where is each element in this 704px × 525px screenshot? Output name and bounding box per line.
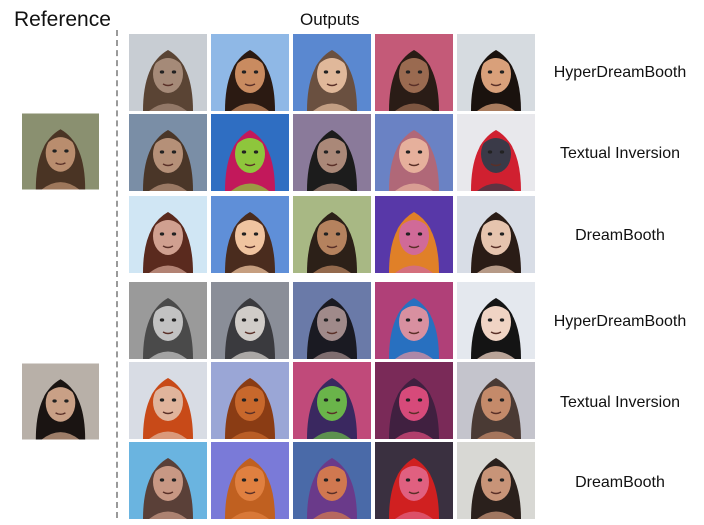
dashed-divider xyxy=(116,30,118,518)
output-image xyxy=(211,196,289,273)
output-image xyxy=(375,196,453,273)
method-label: DreamBooth xyxy=(575,227,665,244)
output-image xyxy=(375,362,453,439)
output-image xyxy=(211,114,289,191)
reference-woman-image xyxy=(22,363,99,440)
reference-header: Reference xyxy=(14,8,111,31)
method-label: DreamBooth xyxy=(575,474,665,491)
output-image xyxy=(293,442,371,519)
output-image xyxy=(129,362,207,439)
output-image xyxy=(211,34,289,111)
method-label: Textual Inversion xyxy=(559,145,681,162)
output-image xyxy=(457,34,535,111)
output-image xyxy=(457,114,535,191)
output-image xyxy=(211,362,289,439)
reference-man-image xyxy=(22,113,99,190)
output-image xyxy=(129,196,207,273)
output-image xyxy=(293,196,371,273)
output-image xyxy=(457,362,535,439)
output-image xyxy=(457,442,535,519)
outputs-header: Outputs xyxy=(300,10,360,29)
output-image xyxy=(211,282,289,359)
output-image xyxy=(293,362,371,439)
output-image xyxy=(129,34,207,111)
output-image xyxy=(457,282,535,359)
method-label: HyperDreamBooth xyxy=(553,64,687,81)
output-image xyxy=(129,114,207,191)
output-image xyxy=(375,114,453,191)
output-image xyxy=(457,196,535,273)
output-image xyxy=(293,114,371,191)
output-image xyxy=(129,442,207,519)
output-image xyxy=(375,282,453,359)
output-image xyxy=(293,282,371,359)
output-image xyxy=(375,34,453,111)
method-label: HyperDreamBooth xyxy=(553,313,687,330)
output-image xyxy=(293,34,371,111)
method-label: Textual Inversion xyxy=(559,394,681,411)
output-image xyxy=(129,282,207,359)
output-image xyxy=(211,442,289,519)
output-image xyxy=(375,442,453,519)
